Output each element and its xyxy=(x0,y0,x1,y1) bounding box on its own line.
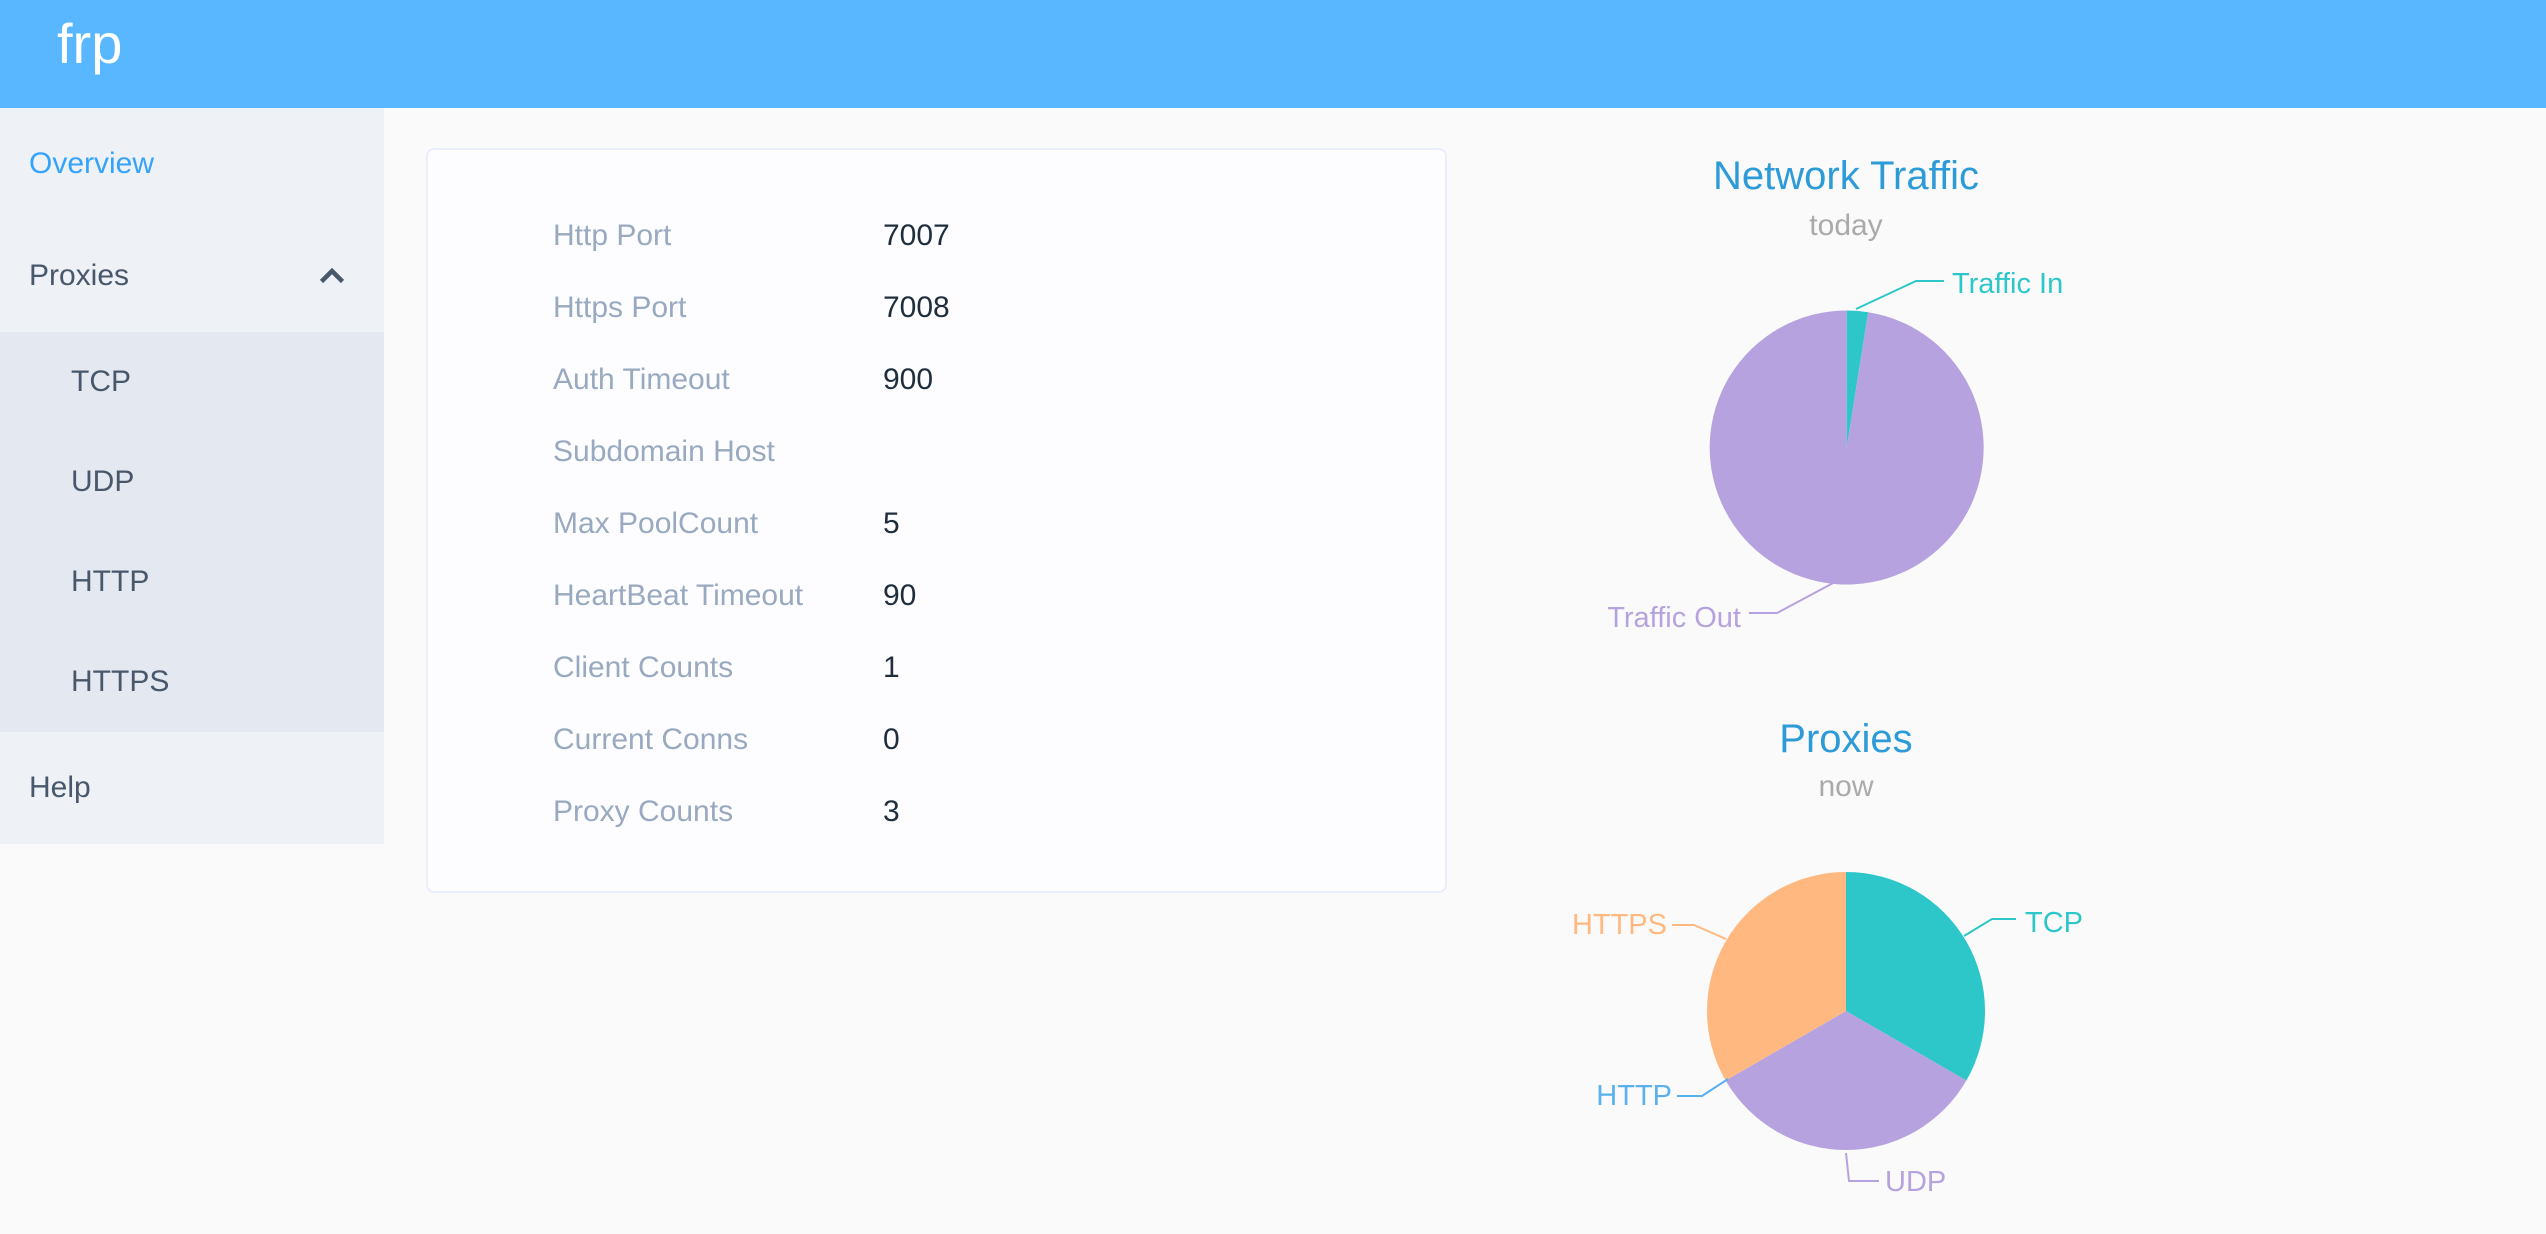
svg-text:TCP: TCP xyxy=(2025,907,2083,939)
svg-text:UDP: UDP xyxy=(1885,1166,1946,1198)
svg-text:HTTP: HTTP xyxy=(1596,1080,1672,1112)
svg-text:Proxies: Proxies xyxy=(1779,717,1912,761)
svg-text:now: now xyxy=(1818,770,1873,803)
svg-text:Traffic Out: Traffic Out xyxy=(1607,602,1741,634)
svg-text:Traffic In: Traffic In xyxy=(1952,268,2063,300)
svg-text:Network Traffic: Network Traffic xyxy=(1713,154,1979,198)
svg-text:today: today xyxy=(1809,209,1882,242)
svg-text:HTTPS: HTTPS xyxy=(1572,909,1667,941)
